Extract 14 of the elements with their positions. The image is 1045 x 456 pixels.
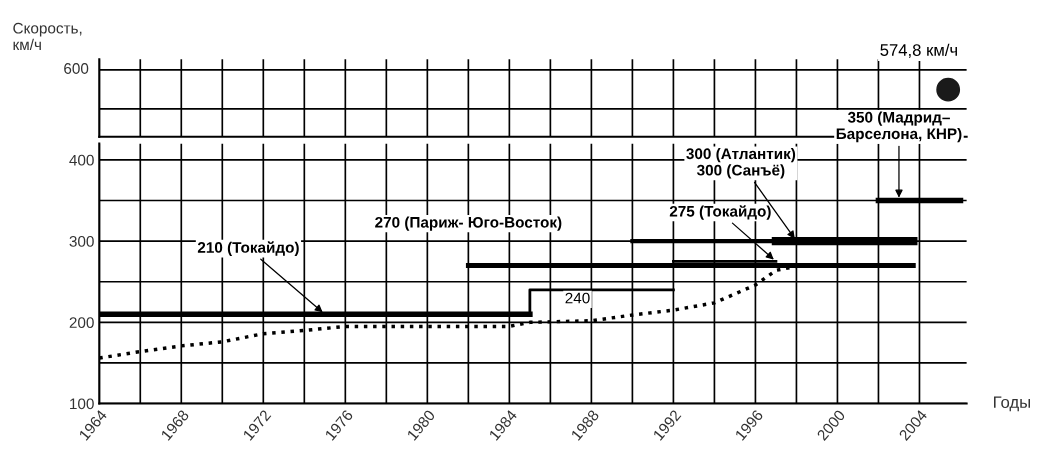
text: 600 (64, 63, 89, 74)
annotation: 210 (Токайдо) (197, 241, 299, 256)
annotation: 275 (Токайдо) (669, 205, 771, 220)
annotation: 300 (Атлантик) 300 (Санъё) (686, 147, 796, 179)
y-tick-label: 300 (69, 235, 94, 247)
y-tick-label: 400 (69, 154, 94, 166)
annotation: 350 (Мадрид– Барселона, КНР) (836, 111, 962, 143)
x-axis-title: Годы (994, 396, 1030, 412)
annotation: 270 (Париж- Юго-Восток) (375, 216, 562, 231)
text: 574,8 км/ч (880, 43, 957, 58)
annotation: 240 (565, 292, 590, 304)
y-tick-label: 100 (70, 398, 94, 410)
text: Скорость, км/ч (13, 22, 82, 51)
y-tick-label: 200 (69, 317, 94, 329)
